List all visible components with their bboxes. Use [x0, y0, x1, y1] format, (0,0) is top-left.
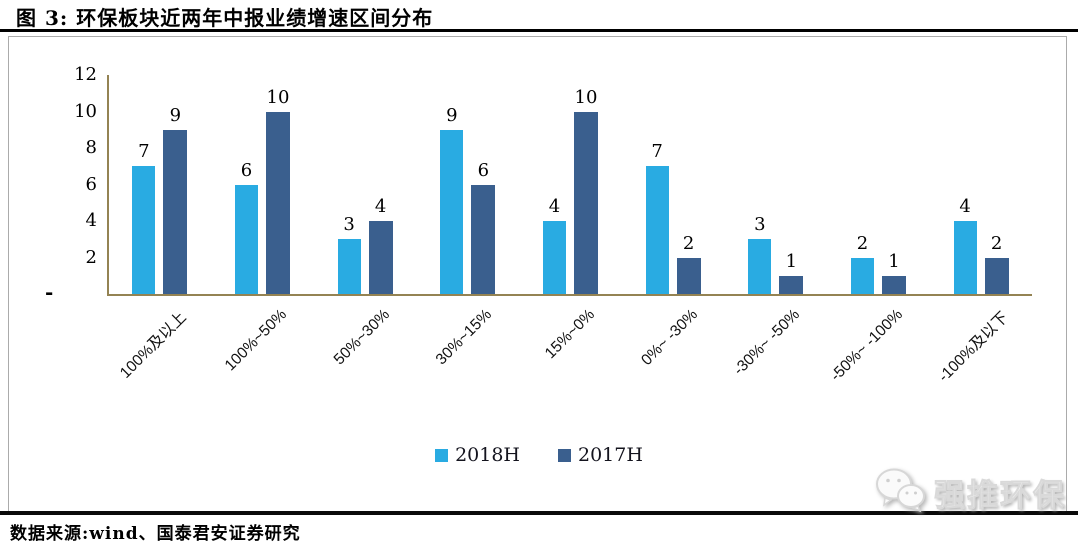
bar-2018h [851, 257, 874, 294]
bar-value-label: 1 [785, 250, 798, 272]
legend-swatch [435, 448, 449, 462]
bottom-divider [0, 511, 1078, 515]
y-axis-tick-label: 10 [74, 100, 97, 122]
y-axis-tick-label: 4 [85, 210, 97, 231]
bar-value-label: 3 [343, 214, 355, 236]
bar-2018h [440, 129, 464, 294]
bar-2017h [471, 184, 496, 294]
legend-label: 2018H [455, 444, 520, 466]
legend-label: 2017H [578, 444, 643, 466]
bar-value-label: 7 [138, 141, 150, 163]
legend-item-2017h: 2017H [558, 444, 643, 466]
bar-value-label: 10 [266, 86, 290, 108]
bar-value-label: 6 [240, 159, 253, 181]
bar-2017h [574, 111, 598, 294]
bar-value-label: 10 [574, 86, 598, 108]
bar-value-label: 9 [446, 104, 458, 126]
bar-value-label: 2 [856, 232, 869, 254]
y-axis-tick-label: 12 [74, 64, 97, 85]
legend-item-2018h: 2018H [435, 444, 520, 466]
y-axis-tick-label: 8 [85, 137, 97, 158]
data-source-note: 数据来源:wind、国泰君安证券研究 [10, 524, 301, 544]
bar-2018h [132, 166, 156, 294]
brand-watermark: 强推环保 [874, 467, 1066, 517]
bar-value-label: 2 [990, 232, 1003, 254]
bar-value-label: 3 [754, 214, 766, 236]
bar-2018h [645, 166, 669, 294]
bar-value-label: 9 [169, 104, 182, 126]
bar-value-label: 4 [374, 196, 387, 217]
bar-2018h [748, 239, 772, 294]
y-axis-line [107, 75, 109, 296]
chart-legend: 2018H 2017H [0, 444, 1078, 466]
bar-value-label: 6 [477, 159, 490, 181]
bar-2018h [235, 184, 258, 294]
legend-swatch [558, 448, 571, 462]
bar-2017h [779, 275, 804, 294]
x-axis-line [107, 294, 1032, 296]
bar-value-label: 7 [651, 141, 663, 163]
bar-2018h [543, 221, 566, 294]
bar-2018h [337, 239, 361, 294]
figure-title: 图 3: 环保板块近两年中报业绩增速区间分布 [16, 6, 434, 30]
bar-2017h [984, 257, 1009, 294]
bar-2017h [163, 129, 188, 294]
title-divider [0, 29, 1078, 32]
bar-2018h [953, 221, 977, 294]
bar-2017h [266, 111, 290, 294]
wechat-icon [874, 467, 926, 517]
bar-value-label: 4 [959, 196, 971, 217]
bar-2017h [882, 275, 906, 294]
bar-2017h [368, 221, 393, 294]
y-axis-tick-label: 2 [85, 246, 97, 268]
bar-value-label: 1 [888, 250, 900, 272]
bar-2017h [676, 257, 701, 294]
watermark-text: 强推环保 [934, 477, 1066, 513]
bar-value-label: 2 [682, 232, 695, 254]
bar-value-label: 4 [548, 196, 561, 217]
y-axis-zero-label: - [45, 280, 54, 304]
y-axis-tick-label: 6 [85, 173, 97, 195]
